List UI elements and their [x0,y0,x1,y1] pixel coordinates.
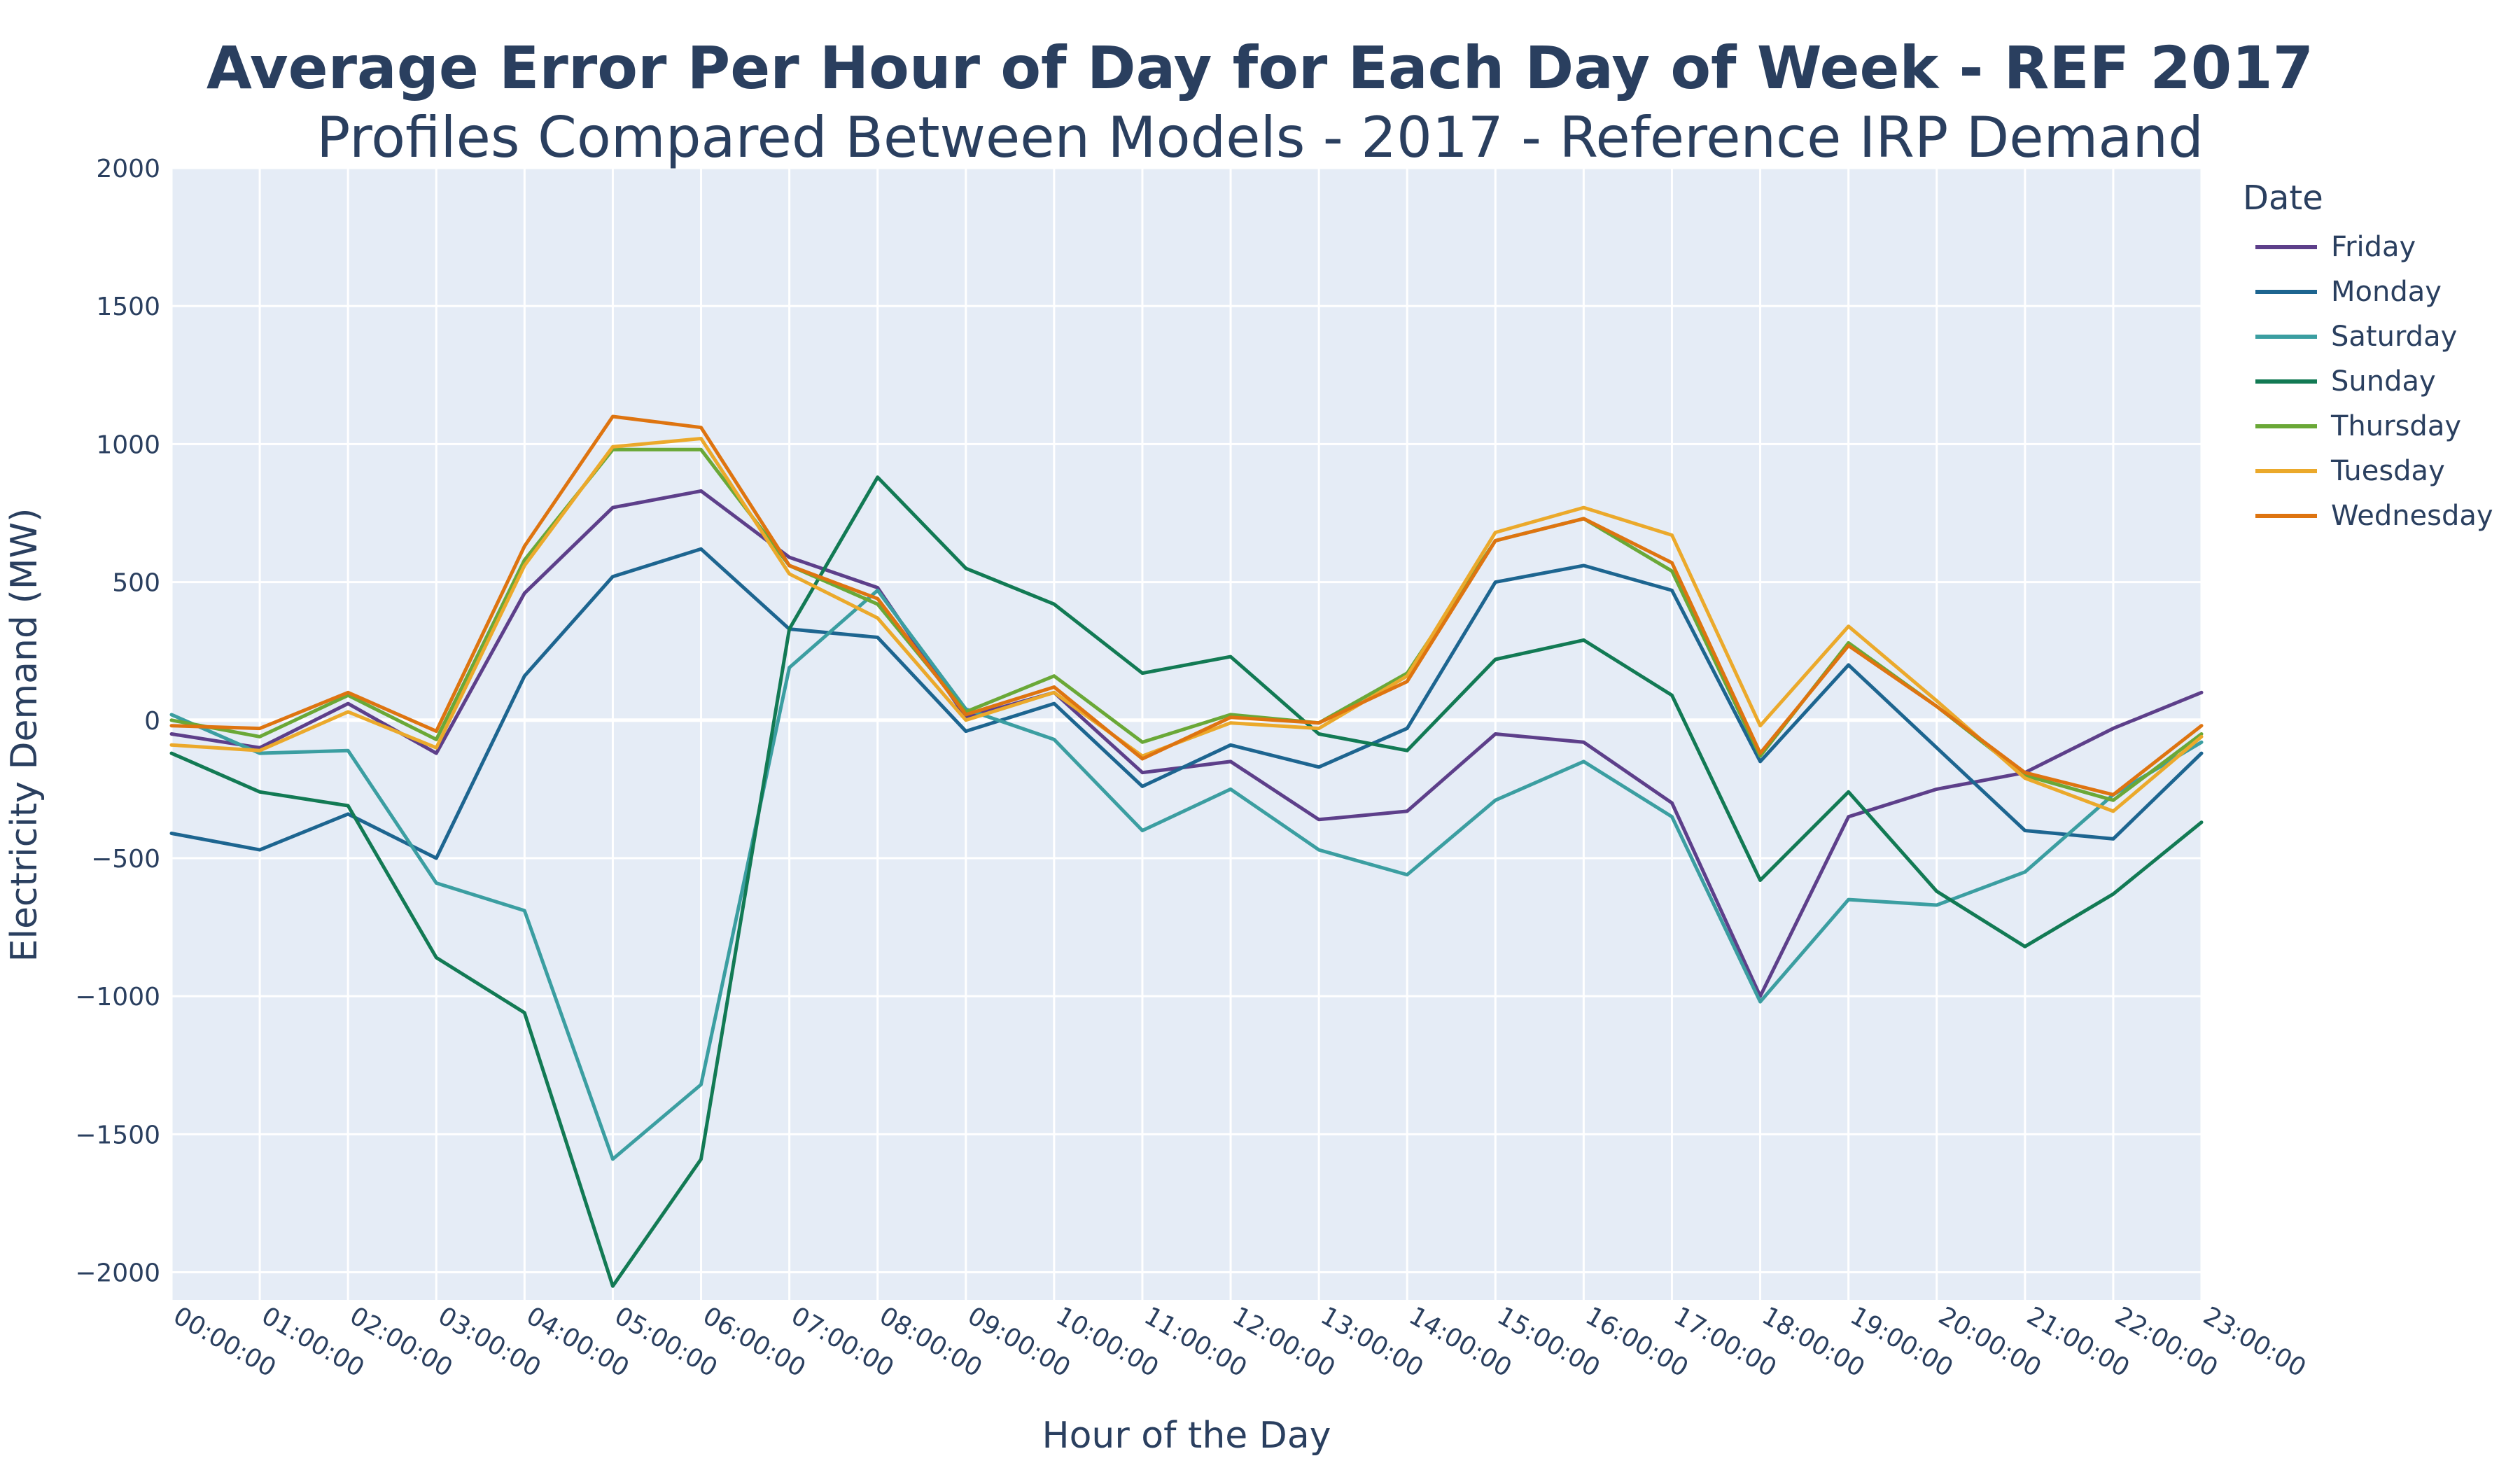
legend-label: Friday [2331,231,2416,263]
chart-title: Average Error Per Hour of Day for Each D… [206,34,2314,102]
series-line-thursday [169,447,2204,802]
plot-background [172,168,2202,1300]
legend-label: Saturday [2331,321,2458,353]
legend-label: Tuesday [2331,455,2445,487]
legend-label: Thursday [2331,410,2461,442]
series-line-saturday [169,588,2204,1161]
chart-subtitle: Profiles Compared Between Models - 2017 … [316,105,2204,170]
legend-item-monday[interactable]: Monday [2243,270,2493,314]
legend-item-tuesday[interactable]: Tuesday [2243,449,2493,493]
legend-swatch [2255,514,2317,518]
legend-item-saturday[interactable]: Saturday [2243,314,2493,359]
y-tick-label: 2000 [96,155,160,183]
legend-item-wednesday[interactable]: Wednesday [2243,493,2493,538]
y-tick-label: 1500 [96,293,160,321]
legend-label: Sunday [2331,365,2436,398]
legend-swatch [2255,469,2317,473]
y-tick-label: 1000 [96,430,160,459]
legend-swatch [2255,335,2317,339]
x-tick-label: 23:00:00 [2199,1301,2311,1382]
legend-swatch [2255,379,2317,384]
y-tick-label: 0 [144,707,160,736]
y-tick-label: −2000 [75,1259,160,1288]
x-axis-ticks: 00:00:0001:00:0002:00:0003:00:0004:00:00… [169,1301,2311,1382]
legend-item-sunday[interactable]: Sunday [2243,359,2493,404]
legend-label: Monday [2331,276,2442,308]
series-line-sunday [169,475,2204,1288]
legend-label: Wednesday [2331,500,2493,532]
y-tick-label: −1000 [75,983,160,1011]
y-tick-label: −1500 [75,1121,160,1149]
legend-swatch [2255,245,2317,249]
legend-title: Date [2243,178,2323,218]
legend-items: Friday Monday Saturday Sunday Thursday Tuesda… [2243,225,2493,538]
legend-item-thursday[interactable]: Thursday [2243,404,2493,449]
legend-item-friday[interactable]: Friday [2243,225,2493,270]
series-lines [169,414,2204,1288]
y-tick-label: −500 [91,845,160,874]
legend-swatch [2255,290,2317,294]
x-axis-label: Hour of the Day [1042,1415,1331,1457]
legend[interactable]: Date Friday Monday Saturday Sunday Thursday T… [2243,178,2493,538]
series-line-monday [169,547,2204,860]
y-axis-ticks: 2000 1500 1000 500 0 −500 −1000 −1500 −2000 [75,155,160,1288]
y-axis-label: Electricity Demand (MW) [4,508,46,962]
y-tick-label: 500 [112,569,160,598]
legend-swatch [2255,424,2317,428]
series-line-wednesday [169,414,2204,797]
